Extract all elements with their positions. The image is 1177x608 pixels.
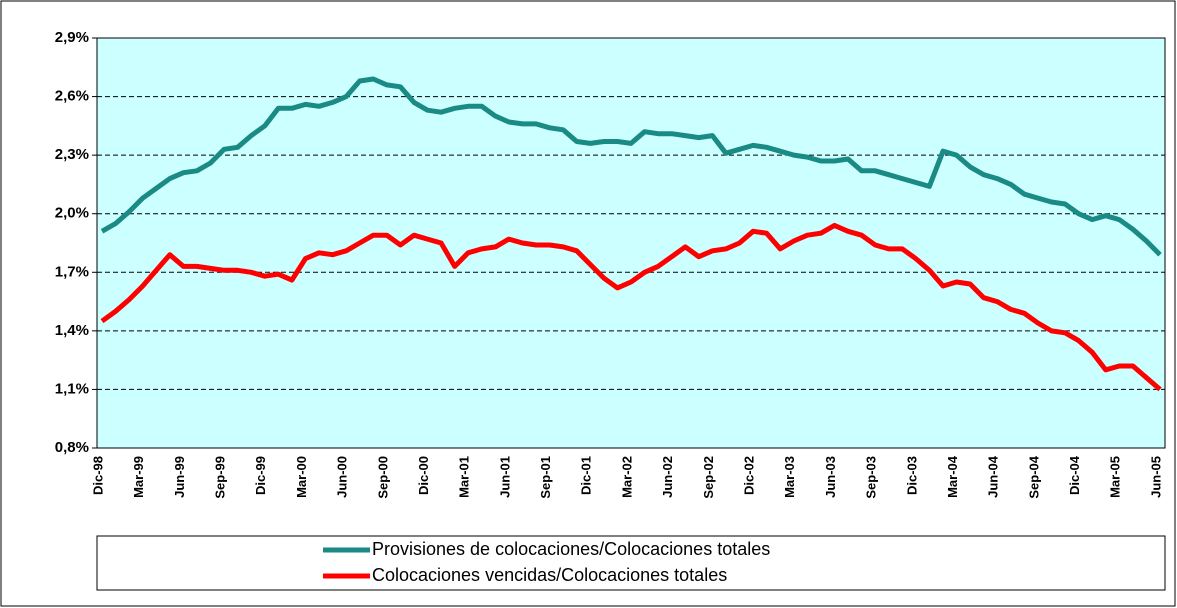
series-line	[100, 222, 1162, 392]
x-tick-label: Sep-03	[864, 456, 879, 499]
x-tick-label: Jun-04	[986, 455, 1001, 498]
series-line	[100, 76, 1162, 257]
x-tick-label: Dic-99	[253, 456, 268, 495]
legend-label: Provisiones de colocaciones/Colocaciones…	[372, 539, 770, 559]
y-tick-label: 2,0%	[55, 205, 89, 222]
x-tick-label: Dic-98	[90, 456, 105, 495]
y-tick-label: 1,4%	[55, 322, 89, 339]
x-tick-label: Mar-04	[945, 455, 960, 498]
x-tick-label: Dic-03	[904, 456, 919, 495]
x-tick-label: Jun-03	[823, 456, 838, 498]
x-tick-label: Mar-05	[1108, 456, 1123, 498]
x-tick-label: Jun-05	[1148, 456, 1163, 498]
x-tick-label: Jun-00	[335, 456, 350, 498]
x-tick-label: Sep-99	[213, 456, 228, 499]
y-tick-label: 1,7%	[55, 263, 89, 280]
x-tick-label: Jun-01	[497, 456, 512, 498]
y-tick-label: 0,8%	[55, 439, 89, 456]
x-tick-label: Sep-00	[375, 456, 390, 499]
y-tick-label: 1,1%	[55, 380, 89, 397]
x-tick-label: Mar-03	[782, 456, 797, 498]
y-tick-label: 2,9%	[55, 29, 89, 46]
x-tick-label: Jun-99	[172, 456, 187, 498]
x-tick-label: Mar-02	[619, 456, 634, 498]
x-tick-label: Mar-01	[457, 456, 472, 498]
x-tick-label: Mar-00	[294, 456, 309, 498]
x-tick-label: Dic-04	[1067, 455, 1082, 495]
x-tick-label: Mar-99	[131, 456, 146, 498]
y-tick-label: 2,6%	[55, 88, 89, 105]
x-tick-label: Dic-00	[416, 456, 431, 495]
x-tick-label: Dic-02	[742, 456, 757, 495]
legend-label: Colocaciones vencidas/Colocaciones total…	[372, 565, 727, 585]
x-tick-label: Sep-04	[1026, 455, 1041, 498]
x-tick-label: Sep-01	[538, 456, 553, 499]
x-tick-label: Jun-02	[660, 456, 675, 498]
legend-box	[96, 535, 1166, 591]
plot-area	[96, 37, 1166, 449]
y-tick-label: 2,3%	[55, 146, 89, 163]
x-tick-label: Sep-02	[701, 456, 716, 499]
x-tick-label: Dic-01	[579, 456, 594, 495]
